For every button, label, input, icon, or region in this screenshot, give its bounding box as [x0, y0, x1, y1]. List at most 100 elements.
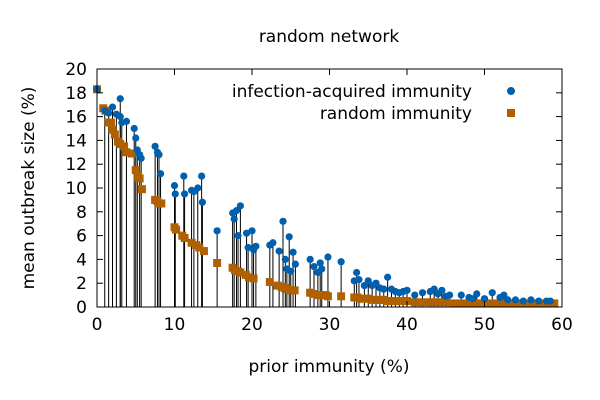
y-tick-label: 10: [65, 179, 87, 199]
infection-acquired-point: [488, 289, 496, 297]
infection-acquired-point: [469, 295, 477, 303]
random-immunity-point: [472, 299, 481, 308]
infection-acquired-point: [130, 124, 138, 133]
infection-acquired-point: [198, 172, 206, 180]
infection-acquired-point: [457, 291, 465, 299]
infection-acquired-point: [248, 227, 256, 235]
random-immunity-point: [131, 166, 140, 175]
infection-acquired-point: [234, 232, 242, 240]
random-immunity-point: [110, 130, 119, 139]
infection-acquired-point: [480, 295, 489, 303]
infection-acquired-point: [137, 154, 145, 162]
infection-acquired-point: [180, 190, 189, 198]
infection-acquired-point: [316, 259, 324, 267]
random-immunity-point: [199, 247, 208, 256]
infection-acquired-point: [403, 286, 411, 294]
x-tick-label: 10: [164, 315, 186, 335]
x-tick-label: 20: [241, 315, 263, 335]
infection-acquired-point: [170, 182, 179, 190]
infection-acquired-point: [116, 95, 124, 103]
random-immunity-point: [441, 298, 450, 307]
random-immunity-point: [195, 243, 204, 252]
y-tick-label: 14: [65, 131, 87, 151]
random-immunity-point: [137, 185, 146, 194]
random-immunity-point: [265, 278, 274, 287]
infection-acquired-point: [230, 215, 238, 223]
random-immunity-point: [106, 118, 115, 127]
y-tick-label: 20: [65, 60, 87, 80]
random-immunity-point: [244, 273, 253, 282]
infection-acquired-point: [473, 290, 481, 298]
infection-acquired-point: [546, 297, 554, 305]
infection-acquired-point: [324, 253, 332, 261]
infection-acquired-point: [269, 239, 277, 247]
random-immunity-point: [496, 299, 504, 308]
chart-title: random network: [259, 27, 400, 47]
random-immunity-point: [127, 149, 136, 158]
random-immunity-point: [449, 299, 458, 308]
y-tick-label: 18: [65, 84, 87, 104]
x-tick-label: 50: [474, 315, 496, 335]
infection-acquired-point: [511, 296, 520, 304]
y-tick-label: 16: [65, 108, 87, 128]
infection-acquired-point: [236, 202, 244, 210]
random-immunity-point: [410, 298, 419, 307]
infection-acquired-point: [281, 255, 289, 263]
x-axis-label: prior immunity (%): [249, 357, 410, 377]
infection-acquired-point: [310, 262, 318, 271]
x-tick-label: 60: [551, 315, 573, 335]
infection-acquired-point: [213, 227, 221, 235]
infection-acquired-point: [242, 229, 251, 237]
y-tick-label: 0: [76, 298, 87, 318]
infection-acquired-point: [155, 151, 163, 159]
x-tick-label: 40: [396, 315, 418, 335]
infection-acquired-point: [116, 113, 124, 121]
random-immunity-point: [120, 142, 129, 151]
random-immunity-point: [434, 298, 442, 307]
infection-acquired-series: [93, 85, 554, 305]
y-tick-label: 6: [76, 227, 87, 247]
legend-label-random-immunity: random immunity: [320, 104, 472, 124]
y-tick-label: 8: [76, 203, 87, 223]
infection-acquired-point: [500, 291, 508, 299]
infection-acquired-point: [244, 243, 252, 252]
random-immunity-point: [249, 274, 258, 283]
random-immunity-point: [135, 174, 144, 183]
infection-acquired-point: [132, 134, 140, 142]
infection-acquired-point: [287, 267, 295, 275]
infection-acquired-point: [535, 297, 543, 305]
random-immunity-point: [323, 292, 332, 301]
infection-acquired-point: [353, 268, 361, 277]
infection-acquired-point: [318, 265, 326, 273]
infection-acquired-point: [180, 172, 188, 180]
infection-acquired-point: [446, 291, 454, 299]
infection-acquired-point: [364, 277, 372, 285]
infection-acquired-point: [198, 198, 206, 206]
infection-acquired-point: [438, 286, 446, 294]
random-immunity-point: [465, 299, 473, 308]
random-immunity-point: [157, 199, 166, 208]
infection-acquired-point: [289, 248, 297, 256]
random-immunity-point: [236, 268, 245, 277]
random-immunity-point: [180, 233, 189, 242]
legend-label-infection-acquired: infection-acquired immunity: [232, 82, 472, 102]
infection-acquired-point: [360, 281, 368, 290]
infection-acquired-point: [504, 296, 512, 304]
infection-acquired-point: [122, 117, 131, 125]
random-immunity-point: [418, 298, 427, 307]
infection-acquired-point: [232, 207, 241, 215]
infection-acquired-point: [171, 190, 179, 198]
infection-acquired-point: [384, 273, 392, 281]
infection-acquired-point: [151, 142, 159, 150]
infection-acquired-point: [372, 279, 380, 287]
infection-acquired-point: [418, 289, 427, 297]
infection-acquired-point: [279, 217, 287, 225]
infection-acquired-point: [527, 296, 535, 304]
axes: 0 10 20 30 40 50 60 0 2 4 6 8 10 12 14 16 18 20: [65, 60, 572, 335]
infection-acquired-point: [105, 109, 113, 117]
random-immunity-point: [122, 148, 131, 157]
infection-acquired-point: [355, 276, 363, 284]
random-immunity-point: [457, 299, 466, 308]
